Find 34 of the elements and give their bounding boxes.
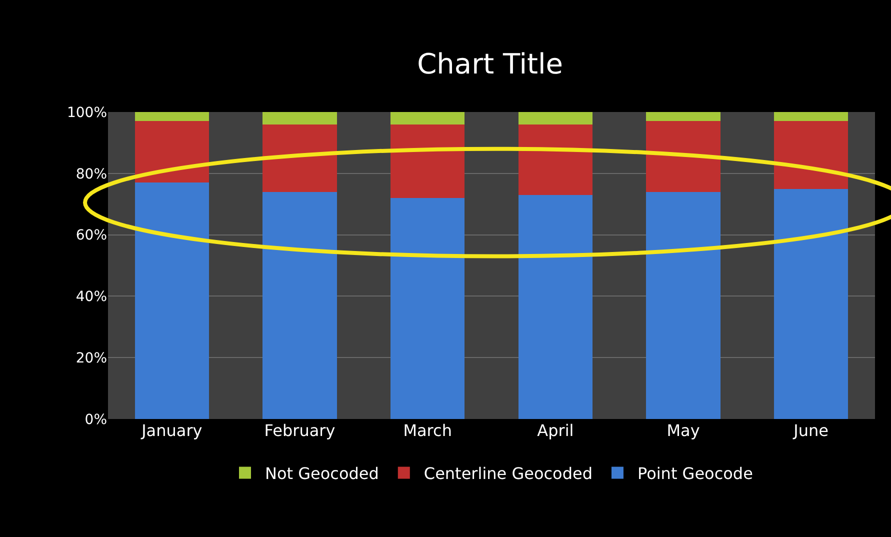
legend-label: Not Geocoded xyxy=(265,464,379,483)
bar xyxy=(646,192,720,419)
x-tick-label: January xyxy=(140,421,202,440)
bar xyxy=(262,124,337,192)
x-tick-label: June xyxy=(792,421,828,440)
bar xyxy=(134,182,209,419)
y-tick-label: 40% xyxy=(76,289,107,306)
bar xyxy=(134,121,209,183)
y-tick-label: 20% xyxy=(76,350,107,366)
x-tick-label: February xyxy=(264,421,336,440)
bar xyxy=(134,112,209,122)
bar xyxy=(518,112,592,124)
bar xyxy=(774,112,848,122)
bar xyxy=(646,112,720,122)
bar xyxy=(518,124,592,195)
bar xyxy=(262,192,337,419)
bar xyxy=(774,121,848,189)
y-tick-label: 60% xyxy=(76,228,107,244)
x-tick-label: May xyxy=(666,421,700,440)
bar xyxy=(646,121,720,192)
bar xyxy=(390,124,465,198)
chart-title: Chart Title xyxy=(417,47,563,80)
legend-label: Centerline Geocoded xyxy=(424,464,592,483)
bar xyxy=(390,112,465,124)
bar xyxy=(518,194,592,419)
bar xyxy=(262,112,337,124)
bar xyxy=(774,188,848,419)
x-tick-label: April xyxy=(537,421,574,440)
x-tick-label: March xyxy=(403,421,452,440)
bar xyxy=(390,198,465,419)
y-tick-label: 100% xyxy=(66,104,107,121)
legend-label: Point Geocode xyxy=(637,464,753,483)
y-tick-label: 80% xyxy=(76,166,107,182)
y-tick-label: 0% xyxy=(84,412,107,428)
